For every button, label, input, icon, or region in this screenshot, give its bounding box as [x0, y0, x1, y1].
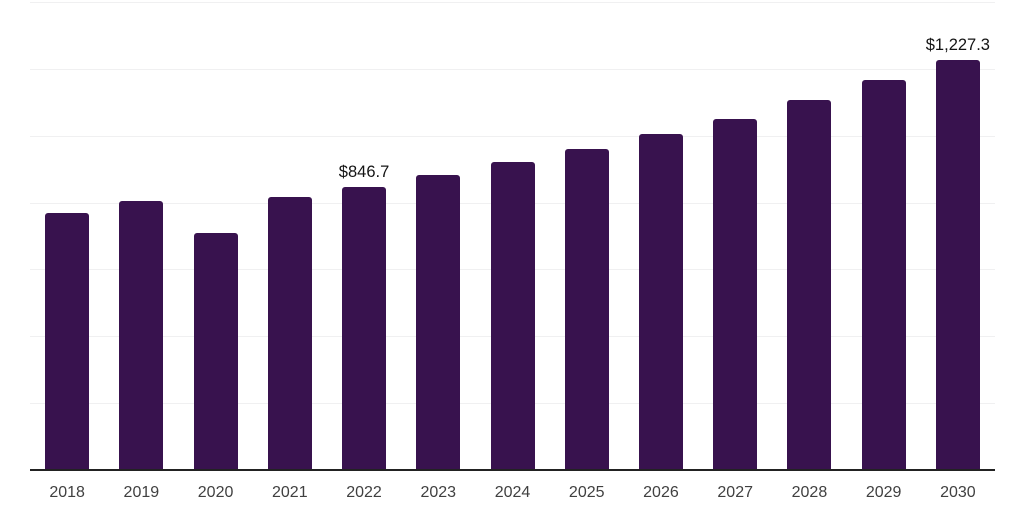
bar-2023 [416, 175, 461, 470]
bar-2027 [713, 118, 758, 470]
bar-2024 [490, 161, 535, 470]
x-tick-label-2023: 2023 [420, 484, 457, 501]
x-tick-label-2030: 2030 [940, 484, 976, 501]
gridline [30, 2, 995, 3]
bar-2026 [638, 134, 683, 470]
x-tick-label-2025: 2025 [568, 484, 605, 501]
gridline [30, 68, 995, 70]
x-tick-label-2029: 2029 [865, 484, 902, 501]
x-tick-label-2018: 2018 [49, 484, 85, 501]
data-label-2030: $1,227.3 [925, 35, 990, 54]
x-tick-label-2019: 2019 [123, 484, 160, 501]
x-tick-label-2027: 2027 [717, 484, 753, 501]
x-tick-label-2026: 2026 [643, 484, 679, 501]
x-tick-label-2021: 2021 [272, 484, 308, 501]
x-tick-label-2020: 2020 [197, 484, 234, 501]
bar-2020 [193, 232, 238, 470]
gridline [30, 135, 995, 137]
x-tick-label-2022: 2022 [346, 484, 382, 501]
data-label-2022: $846.7 [338, 162, 390, 181]
bar-2030 [935, 59, 980, 470]
bar-2028 [787, 99, 832, 470]
bar-2025 [564, 149, 609, 470]
x-axis-line [30, 469, 995, 471]
bar-2018 [45, 212, 90, 470]
bar-2019 [119, 200, 164, 470]
x-tick-label-2024: 2024 [494, 484, 531, 501]
bar-2029 [861, 79, 906, 470]
bar-2022 [342, 186, 387, 470]
bar-2021 [267, 196, 312, 470]
x-tick-label-2028: 2028 [791, 484, 828, 501]
